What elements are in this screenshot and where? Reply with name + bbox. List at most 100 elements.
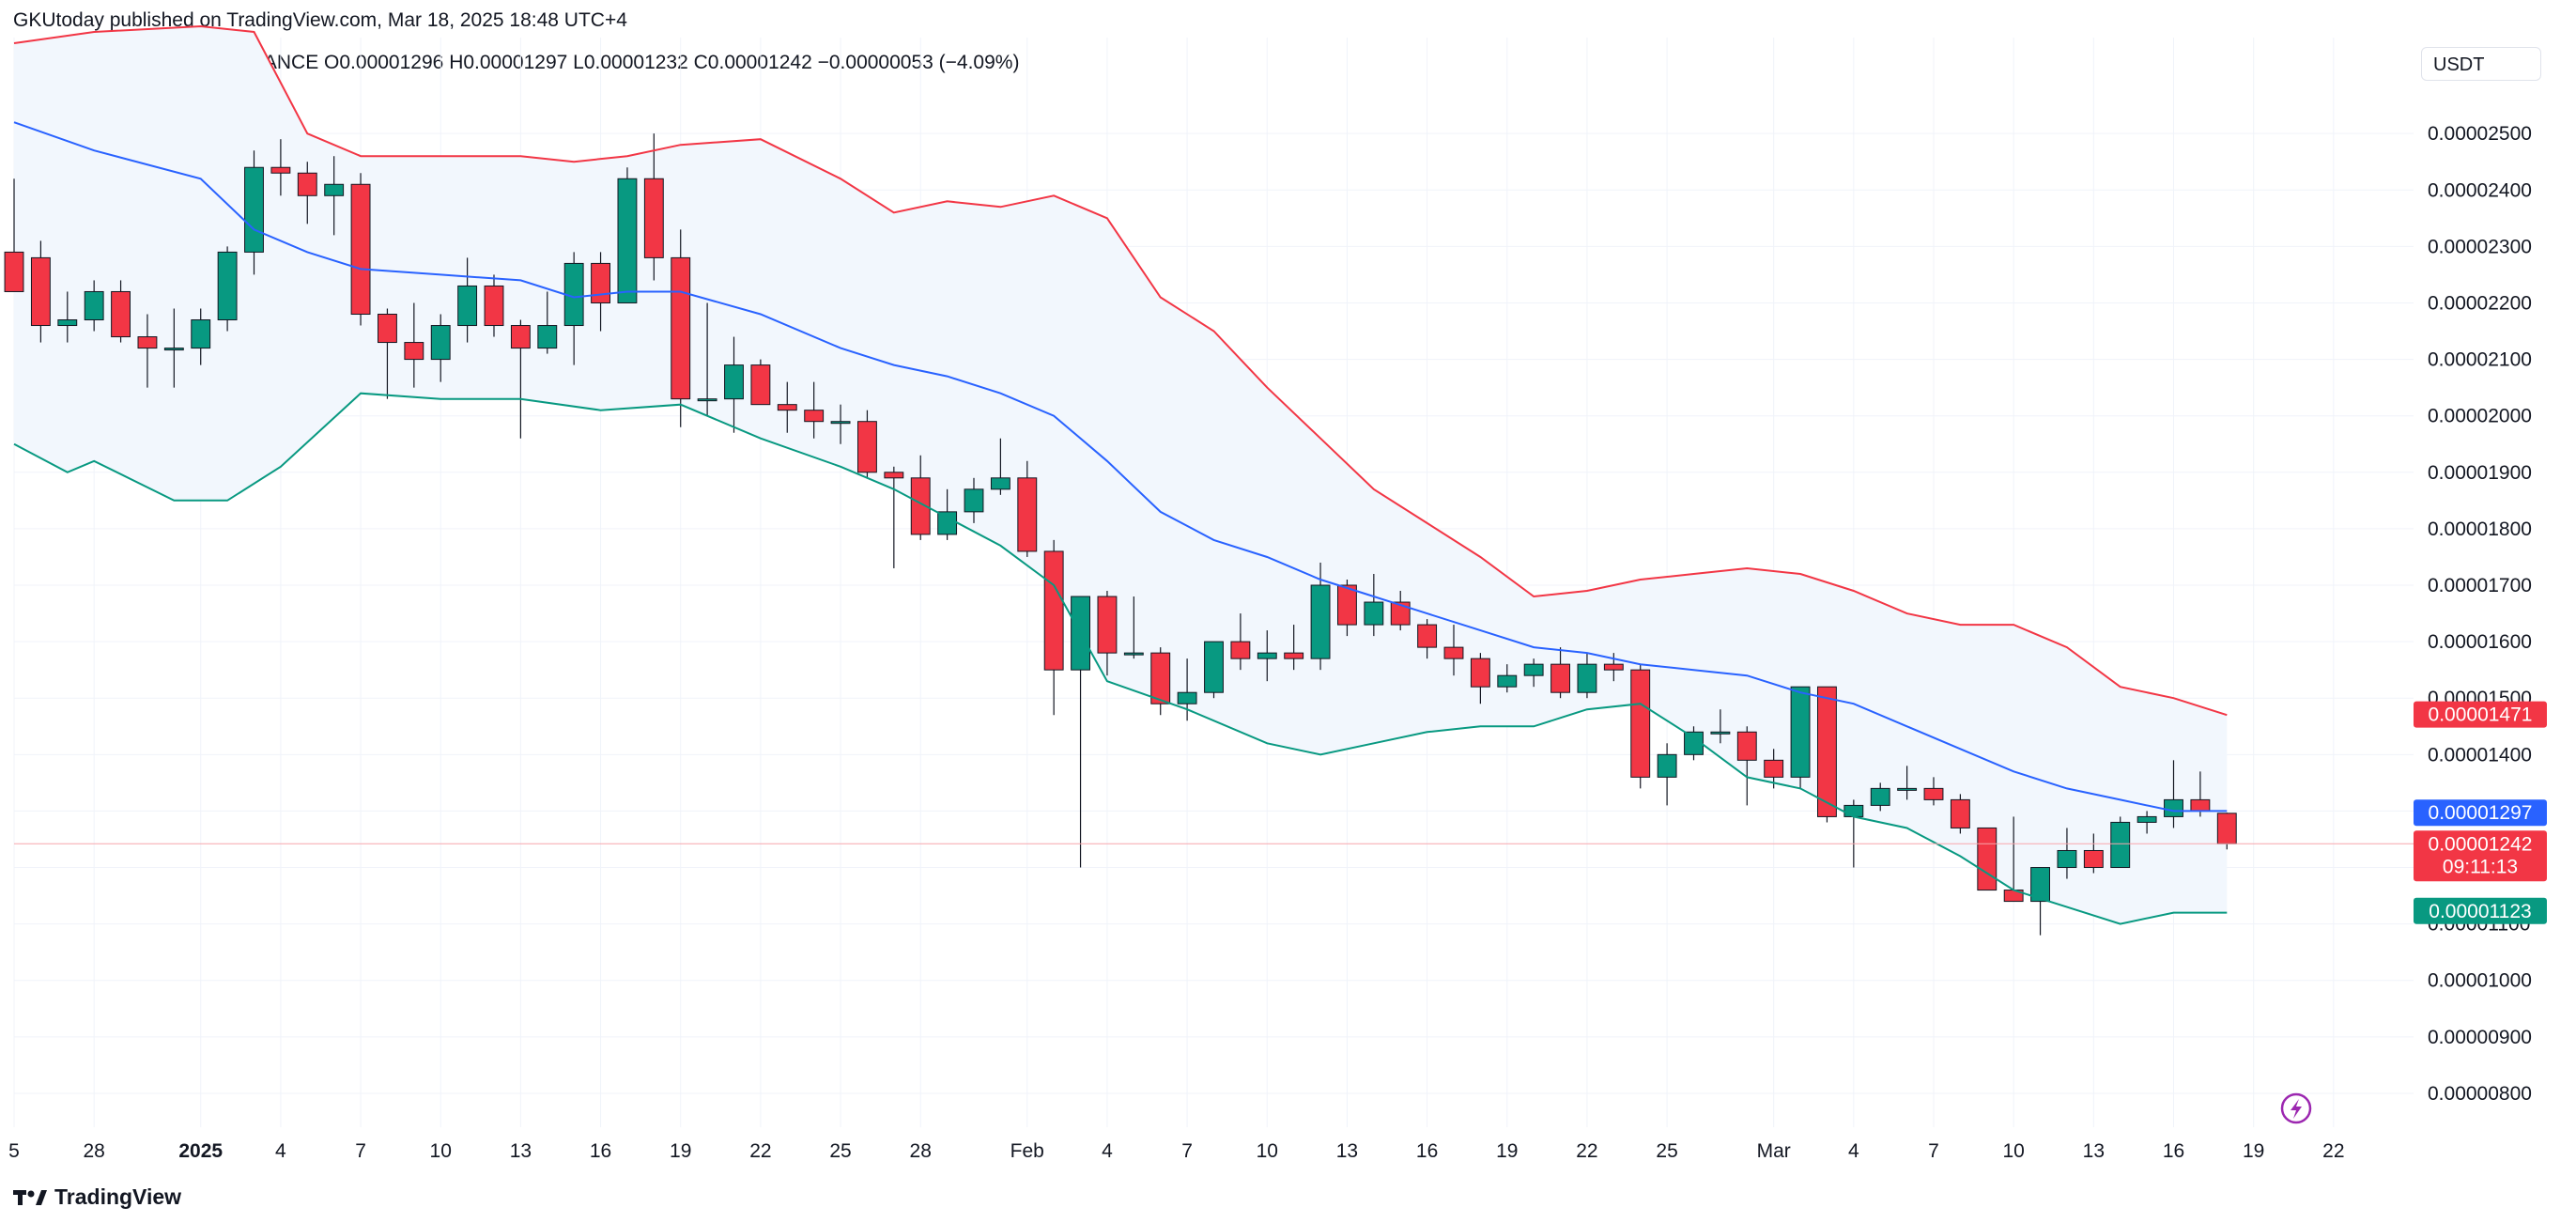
candle-body-38[interactable] — [1017, 477, 1038, 552]
candle-body-56[interactable] — [1497, 674, 1518, 688]
candle-body-35[interactable] — [937, 511, 958, 535]
candle-body-5[interactable] — [137, 336, 158, 349]
candle-body-48[interactable] — [1284, 652, 1304, 659]
candle-body-69[interactable] — [1843, 804, 1864, 817]
candle-body-49[interactable] — [1310, 584, 1331, 659]
candle-body-30[interactable] — [804, 410, 825, 423]
candle-body-12[interactable] — [324, 183, 345, 196]
y-tick-label-8: 0.00001700 — [2428, 575, 2532, 596]
candle-body-37[interactable] — [990, 477, 1010, 490]
x-tick-label-13: 4 — [1102, 1140, 1113, 1162]
x-tick-label-17: 16 — [1416, 1140, 1438, 1162]
candle-body-46[interactable] — [1230, 641, 1251, 659]
y-tick-label-9: 0.00001600 — [2428, 631, 2532, 653]
candle-body-8[interactable] — [217, 251, 238, 321]
candle-body-54[interactable] — [1443, 646, 1464, 659]
candle-body-61[interactable] — [1630, 669, 1651, 778]
x-tick-label-27: 19 — [2243, 1140, 2264, 1162]
candle-body-1[interactable] — [30, 256, 51, 327]
candle-body-78[interactable] — [2083, 849, 2104, 869]
candle-body-43[interactable] — [1150, 652, 1171, 704]
candle-body-31[interactable] — [830, 421, 851, 425]
candle-body-63[interactable] — [1684, 731, 1704, 755]
candle-body-79[interactable] — [2110, 821, 2131, 869]
candle-body-9[interactable] — [244, 166, 264, 253]
candle-body-20[interactable] — [537, 325, 558, 349]
candle-body-14[interactable] — [378, 314, 397, 344]
candle-body-17[interactable] — [457, 285, 478, 327]
tradingview-logo[interactable]: TradingView — [13, 1184, 181, 1210]
candle-body-4[interactable] — [111, 290, 131, 338]
candle-body-2[interactable] — [57, 319, 78, 327]
lightning-icon[interactable] — [2280, 1092, 2312, 1124]
candle-body-50[interactable] — [1337, 584, 1357, 626]
candle-body-34[interactable] — [910, 477, 931, 535]
candle-body-36[interactable] — [964, 488, 984, 513]
candle-body-10[interactable] — [270, 166, 291, 174]
candle-body-53[interactable] — [1417, 624, 1438, 648]
candle-body-82[interactable] — [2190, 798, 2211, 812]
candle-body-23[interactable] — [617, 178, 638, 303]
candle-body-3[interactable] — [84, 290, 104, 321]
candle-body-27[interactable] — [724, 364, 744, 400]
candle-body-7[interactable] — [191, 319, 211, 349]
candle-body-51[interactable] — [1364, 601, 1384, 626]
candle-body-76[interactable] — [2030, 867, 2050, 903]
candle-body-70[interactable] — [1870, 787, 1890, 806]
candle-body-26[interactable] — [697, 398, 717, 402]
candle-body-80[interactable] — [2136, 815, 2157, 823]
x-tick-label-25: 13 — [2083, 1140, 2105, 1162]
candle-body-57[interactable] — [1523, 663, 1544, 676]
candle-body-65[interactable] — [1736, 731, 1757, 761]
x-tick-label-21: Mar — [1757, 1140, 1791, 1162]
x-tick-label-26: 16 — [2163, 1140, 2184, 1162]
bollinger-band-fill — [14, 26, 2228, 924]
candle-body-71[interactable] — [1897, 787, 1918, 791]
candle-body-19[interactable] — [510, 325, 531, 349]
candle-body-6[interactable] — [163, 348, 184, 351]
candle-body-81[interactable] — [2164, 798, 2183, 817]
candle-body-59[interactable] — [1577, 663, 1597, 693]
candle-body-41[interactable] — [1097, 596, 1118, 654]
candle-body-73[interactable] — [1950, 798, 1970, 828]
x-tick-label-14: 7 — [1181, 1140, 1193, 1162]
candle-body-42[interactable] — [1123, 652, 1144, 656]
candle-body-55[interactable] — [1470, 658, 1490, 688]
candle-body-29[interactable] — [777, 404, 797, 411]
candle-body-83[interactable] — [2216, 813, 2237, 844]
candle-body-67[interactable] — [1790, 686, 1811, 778]
candle-body-25[interactable] — [671, 256, 691, 400]
x-tick-label-22: 4 — [1848, 1140, 1859, 1162]
time-axis[interactable]: 5 28 2025 4 7 10 13 16 19 22 25 28 Feb 4 7 10 13 16 19 22 25… — [8, 1140, 2344, 1162]
candle-body-64[interactable] — [1710, 731, 1731, 735]
candle-body-32[interactable] — [857, 421, 877, 473]
candle-body-60[interactable] — [1603, 663, 1624, 671]
candle-body-44[interactable] — [1177, 691, 1197, 704]
candle-body-11[interactable] — [297, 172, 317, 196]
candle-body-68[interactable] — [1817, 686, 1837, 817]
candle-body-0[interactable] — [4, 251, 24, 292]
candle-body-22[interactable] — [591, 262, 610, 303]
candle-body-28[interactable] — [750, 364, 771, 406]
bollinger-lower-line — [13, 392, 2228, 925]
currency-button[interactable]: USDT — [2421, 47, 2541, 81]
candle-body-16[interactable] — [430, 325, 451, 361]
candle-body-66[interactable] — [1764, 759, 1784, 778]
candle-body-52[interactable] — [1390, 601, 1411, 626]
candle-body-77[interactable] — [2057, 849, 2077, 869]
candle-body-24[interactable] — [643, 178, 664, 258]
candle-body-15[interactable] — [404, 342, 424, 361]
candle-body-13[interactable] — [350, 183, 371, 316]
y-tick-label-3: 0.00002200 — [2428, 292, 2532, 314]
candle-body-39[interactable] — [1043, 550, 1064, 671]
candle-body-74[interactable] — [1977, 827, 1998, 891]
candle-body-58[interactable] — [1550, 663, 1570, 693]
candle-body-47[interactable] — [1257, 652, 1277, 659]
price-axis[interactable]: 0.00002500 0.00002400 0.00002300 0.00002200… — [2428, 123, 2532, 1105]
candle-body-45[interactable] — [1204, 641, 1224, 693]
candle-body-72[interactable] — [1923, 787, 1944, 800]
candle-body-33[interactable] — [884, 472, 904, 479]
candle-body-18[interactable] — [484, 285, 504, 327]
candle-body-62[interactable] — [1657, 753, 1677, 778]
